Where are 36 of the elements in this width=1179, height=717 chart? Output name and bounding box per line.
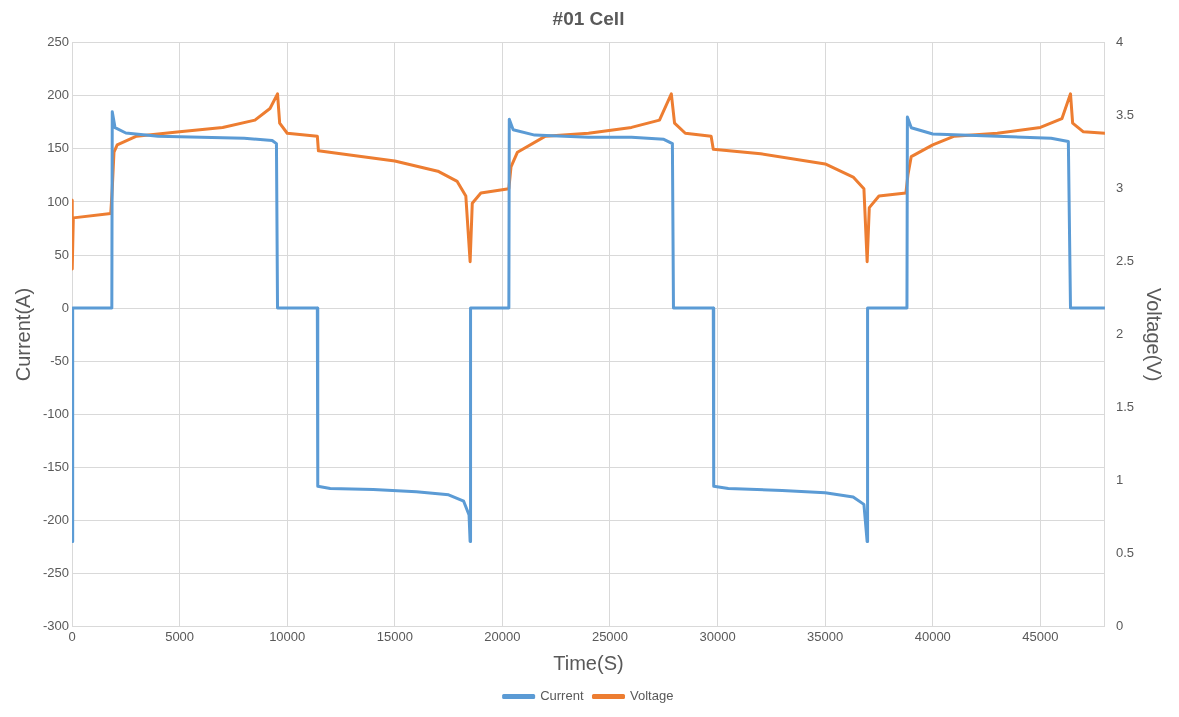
y-tick-label: -300 (42, 617, 70, 633)
x-tick-label: 15000 (376, 628, 413, 644)
y2-tick-label: 0 (1115, 617, 1124, 633)
x-tick-label: 45000 (1022, 628, 1059, 644)
x-tick-label: 10000 (269, 628, 306, 644)
legend-label: Voltage (629, 688, 674, 704)
y2-tick-label: 3.5 (1115, 107, 1135, 123)
chart-title: #01 Cell (552, 7, 625, 29)
y2-tick-label: 0.5 (1115, 545, 1135, 561)
legend-label: Current (540, 688, 584, 704)
y-tick-label: -100 (42, 405, 70, 421)
y2-tick-label: 2 (1115, 326, 1124, 342)
x-tick-label: 35000 (807, 628, 844, 644)
y2-tick-label: 1.5 (1115, 399, 1135, 415)
y-tick-label: -200 (42, 511, 70, 527)
y2-tick-label: 1 (1115, 472, 1124, 488)
y-tick-label: 50 (54, 246, 70, 262)
y2-axis-title: Voltage(V) (1143, 287, 1166, 382)
x-tick-label: 25000 (591, 628, 629, 644)
x-tick-label: 30000 (699, 628, 736, 644)
x-tick-label: 40000 (914, 628, 951, 644)
y2-tick-label: 4 (1115, 34, 1124, 50)
x-axis-title: Time(S) (553, 651, 624, 674)
x-tick-label: 5000 (165, 628, 195, 644)
y-axis-title: Current(A) (11, 287, 34, 382)
x-tick-label: 20000 (484, 628, 521, 644)
y-tick-label: -50 (50, 352, 70, 368)
y-tick-label: -250 (42, 564, 70, 580)
y-tick-label: -150 (42, 458, 70, 474)
y-tick-label: 200 (47, 87, 70, 103)
y2-tick-label: 2.5 (1115, 253, 1135, 269)
y-tick-label: 100 (47, 193, 70, 209)
y-tick-label: 250 (47, 34, 70, 50)
y2-tick-label: 3 (1115, 180, 1124, 196)
y-tick-label: 150 (47, 140, 70, 156)
y-tick-label: 0 (61, 299, 70, 315)
